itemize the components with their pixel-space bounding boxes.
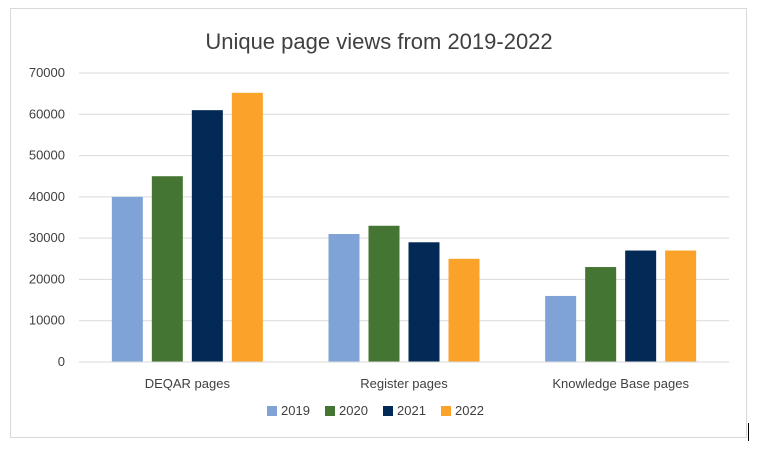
bar-2019-2 [545, 295, 577, 362]
x-tick-label: Knowledge Base pages [552, 376, 689, 391]
bar-2021-0 [191, 110, 223, 363]
bar-2019-0 [111, 196, 143, 362]
y-tick-label: 70000 [29, 65, 65, 80]
legend-swatch-2020 [325, 406, 335, 416]
legend-swatch-2021 [383, 406, 393, 416]
y-axis-ticks: 0 10000 20000 30000 40000 50000 60000 70000 [29, 65, 65, 369]
x-tick-label: DEQAR pages [145, 376, 231, 391]
gridlines [79, 72, 729, 363]
legend: 2019 2020 2021 2022 [267, 403, 484, 418]
edge-mark [748, 423, 749, 441]
y-tick-label: 10000 [29, 313, 65, 328]
bar-2021-1 [408, 242, 440, 362]
legend-label: 2022 [455, 403, 484, 418]
bar-2020-2 [585, 267, 617, 362]
y-tick-label: 50000 [29, 148, 65, 163]
x-axis: DEQAR pages Register pages Knowledge Base … [79, 361, 729, 391]
legend-label: 2019 [281, 403, 310, 418]
y-tick-label: 0 [58, 354, 65, 369]
legend-label: 2021 [397, 403, 426, 418]
bar-2022-2 [665, 250, 697, 362]
bar-2019-1 [328, 234, 360, 362]
x-tick-label: Register pages [360, 376, 448, 391]
bars [111, 92, 697, 363]
bar-2020-1 [368, 225, 400, 362]
bar-2022-1 [448, 258, 480, 362]
bar-chart: Unique page views from 2019-2022 0 10000 2… [29, 29, 729, 418]
y-tick-label: 30000 [29, 230, 65, 245]
legend-label: 2020 [339, 403, 368, 418]
bar-2020-0 [151, 176, 183, 362]
y-tick-label: 20000 [29, 271, 65, 286]
y-tick-label: 60000 [29, 106, 65, 121]
chart-frame: Unique page views from 2019-2022 0 10000 2… [10, 8, 747, 438]
chart-title: Unique page views from 2019-2022 [205, 29, 552, 54]
y-tick-label: 40000 [29, 189, 65, 204]
bar-2021-2 [625, 250, 657, 362]
bar-2022-0 [231, 92, 263, 363]
legend-swatch-2022 [441, 406, 451, 416]
legend-swatch-2019 [267, 406, 277, 416]
